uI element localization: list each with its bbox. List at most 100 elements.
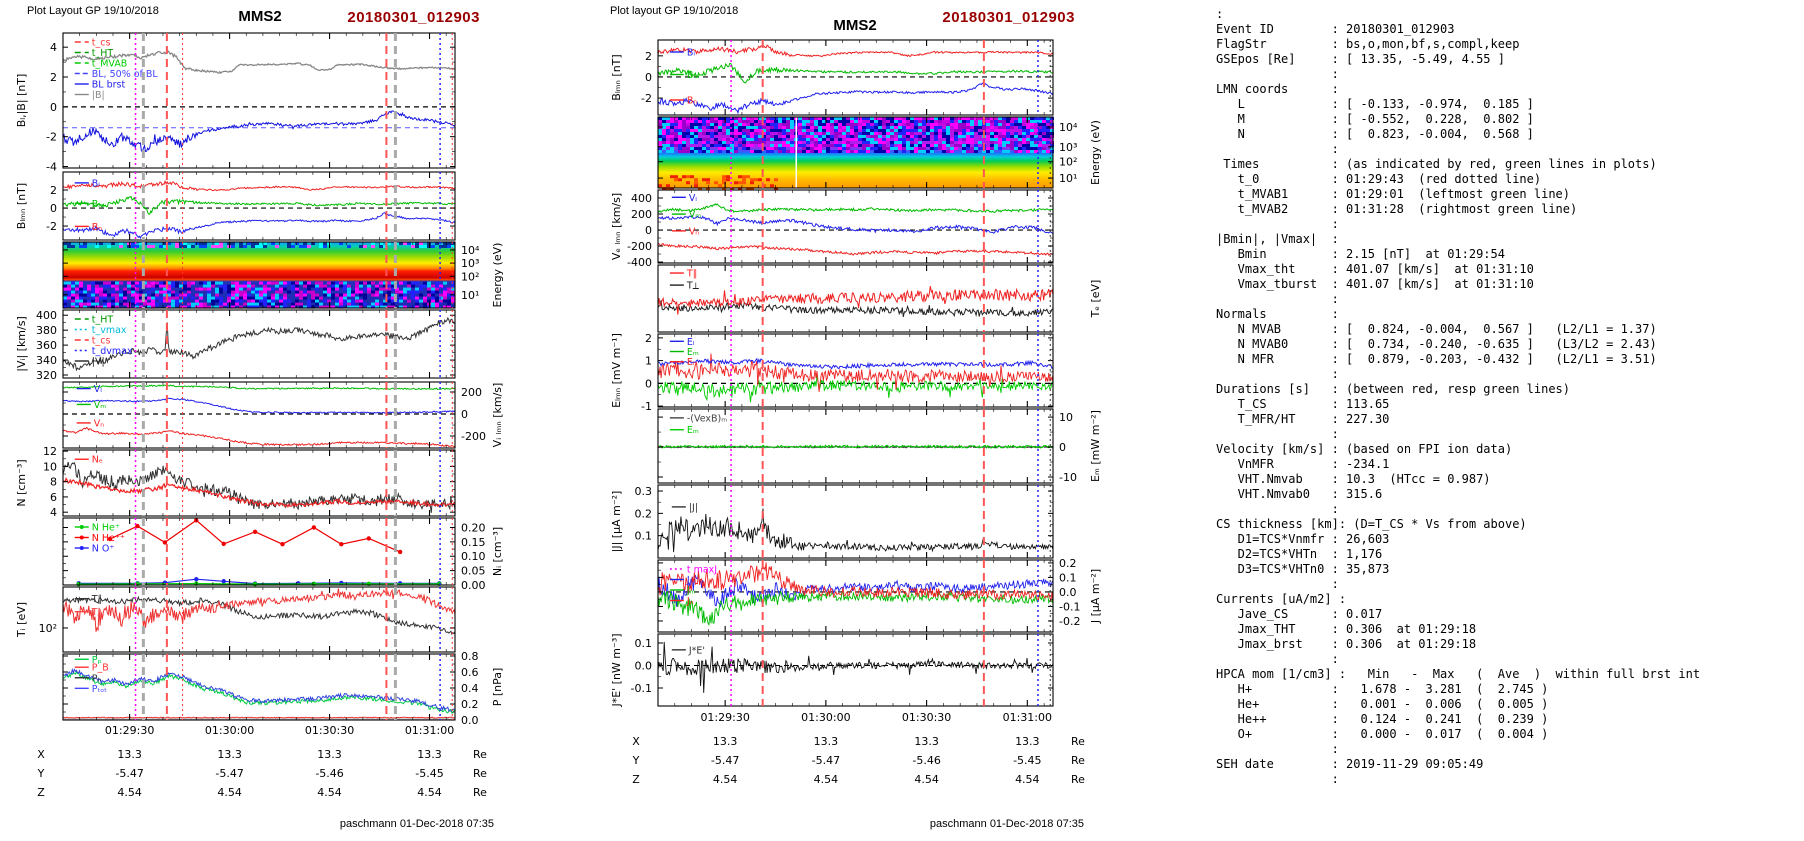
svg-text:Vₙ: Vₙ <box>94 418 104 429</box>
svg-text:0.8: 0.8 <box>461 650 479 663</box>
left-panel-vi-lmn: 200 0 -200 Vᵢ ₗₘₙ [km/s] Vₗ Vₘ Vₙ <box>62 381 504 449</box>
svg-text:0.0: 0.0 <box>461 714 479 727</box>
svg-text:Bₙ: Bₙ <box>92 222 103 233</box>
svg-text:-0.1: -0.1 <box>631 682 652 695</box>
middle-axis-annotations: 01:29:30 01:30:00 01:30:30 01:31:00 X 13.3 13.… <box>632 711 1086 786</box>
svg-text:t_HT: t_HT <box>92 48 114 59</box>
svg-text:Jₗ: Jₗ <box>686 575 692 586</box>
svg-text:|Vᵢ| [km/s]: |Vᵢ| [km/s] <box>15 316 28 372</box>
svg-text:-0.1: -0.1 <box>1059 600 1080 613</box>
svg-text:340: 340 <box>36 354 57 367</box>
svg-text:Bₘ: Bₘ <box>687 70 700 81</box>
svg-text:-10: -10 <box>1059 471 1077 484</box>
svg-text:Bₗₘₙ [nT]: Bₗₘₙ [nT] <box>15 183 28 229</box>
left-panel-n: 12 10 8 6 4 N [cm⁻³] Nₑ <box>15 445 456 519</box>
svg-text:0.05: 0.05 <box>461 565 486 578</box>
svg-text:-5.46: -5.46 <box>912 754 940 767</box>
svg-text:J*E': J*E' <box>688 645 705 656</box>
middle-layout-label: Plot layout GP 19/10/2018 <box>610 5 739 17</box>
svg-text:Z: Z <box>37 786 45 799</box>
svg-text:-2: -2 <box>46 220 57 233</box>
svg-text:4.54: 4.54 <box>713 773 738 786</box>
svg-text:-(VexB)ₘ: -(VexB)ₘ <box>687 413 727 424</box>
svg-text:10¹: 10¹ <box>1059 172 1077 185</box>
middle-panel-jmag: 0.3 0.2 0.1 |J| [µA m⁻²] |J| <box>610 484 1054 559</box>
svg-text:Vₘ: Vₘ <box>689 210 701 221</box>
svg-text:01:29:30: 01:29:30 <box>700 711 749 724</box>
svg-text:10²: 10² <box>461 270 479 283</box>
svg-text:Y: Y <box>37 767 45 780</box>
svg-text:Y: Y <box>632 754 640 767</box>
svg-text:-400: -400 <box>627 256 652 269</box>
svg-text:01:31:00: 01:31:00 <box>405 724 454 737</box>
svg-text:Vᵢ ₗₘₙ [km/s]: Vᵢ ₗₘₙ [km/s] <box>491 383 504 448</box>
svg-text:8: 8 <box>50 476 57 489</box>
middle-panel-blmn: 2 0 -2 Bₗₘₙ [nT] Bₗ Bₘ Bₙ <box>610 39 1054 116</box>
svg-text:Tᵢ [eV]: Tᵢ [eV] <box>15 602 28 638</box>
svg-text:Bₗ: Bₗ <box>687 48 696 59</box>
svg-text:0.6: 0.6 <box>461 666 479 679</box>
svg-text:0.4: 0.4 <box>461 682 479 695</box>
middle-panel-ve-lmn: 400 200 0 -200 -400 Vₑ ₗₘₙ [km/s] Vₗ Vₘ Vₙ <box>610 189 1054 269</box>
left-footer-credit: paschmann 01-Dec-2018 07:35 <box>339 818 494 830</box>
svg-text:Bₗ: Bₗ <box>92 178 101 189</box>
svg-text:Vₗ: Vₗ <box>689 193 697 204</box>
svg-text:2: 2 <box>50 184 57 197</box>
svg-text:Eₘ: Eₘ <box>687 347 699 358</box>
svg-text:10³: 10³ <box>461 257 479 270</box>
svg-text:N [cm⁻³]: N [cm⁻³] <box>15 459 28 506</box>
svg-text:0.2: 0.2 <box>1059 557 1077 570</box>
svg-text:t maxJ: t maxJ <box>687 565 717 576</box>
svg-text:380: 380 <box>36 324 57 337</box>
svg-text:Bₙ: Bₙ <box>687 96 698 107</box>
svg-text:0: 0 <box>645 377 652 390</box>
svg-text:-2: -2 <box>641 92 652 105</box>
svg-text:4.54: 4.54 <box>117 786 142 799</box>
svg-text:01:30:00: 01:30:00 <box>801 711 850 724</box>
svg-text:-0.2: -0.2 <box>1059 615 1080 628</box>
svg-text:13.3: 13.3 <box>417 748 442 761</box>
svg-text:10¹: 10¹ <box>461 289 479 302</box>
svg-text:01:29:30: 01:29:30 <box>105 724 154 737</box>
svg-text:0.1: 0.1 <box>1059 571 1077 584</box>
svg-text:N O⁺: N O⁺ <box>92 544 115 555</box>
svg-text:6: 6 <box>50 491 57 504</box>
svg-text:Vₙ: Vₙ <box>689 226 699 237</box>
svg-text:-5.47: -5.47 <box>711 754 739 767</box>
svg-text:0.2: 0.2 <box>635 507 653 520</box>
svg-text:T∥: T∥ <box>686 269 698 280</box>
svg-text:0.20: 0.20 <box>461 521 486 534</box>
svg-text:Bₗₘₙ [nT]: Bₗₘₙ [nT] <box>610 54 623 100</box>
svg-text:360: 360 <box>36 339 57 352</box>
svg-text:t_cs: t_cs <box>92 336 111 347</box>
svg-text:Jₘ: Jₘ <box>686 586 696 597</box>
svg-text:Re: Re <box>1071 735 1085 748</box>
svg-text:0.3: 0.3 <box>635 485 653 498</box>
svg-text:12: 12 <box>43 445 57 458</box>
svg-text:0: 0 <box>50 202 57 215</box>
svg-text:T⟂: T⟂ <box>686 281 700 292</box>
svg-text:Pₕ: Pₕ <box>92 673 102 684</box>
middle-event-id: 20180301_012903 <box>942 9 1075 26</box>
svg-text:BL, 50% of BL: BL, 50% of BL <box>92 69 159 80</box>
svg-text:Eₗ: Eₗ <box>687 337 695 348</box>
left-panel-vi-mag: 400 380 360 340 320 |Vᵢ| [km/s] t_HTt_vmaxt_cs… <box>15 309 456 382</box>
svg-text:0.1: 0.1 <box>635 530 653 543</box>
svg-text:Re: Re <box>1071 754 1085 767</box>
svg-text:10: 10 <box>43 460 57 473</box>
svg-text:P [nPa]: P [nPa] <box>491 668 504 707</box>
svg-text:0.2: 0.2 <box>461 698 479 711</box>
left-layout-label: Plot Layout GP 19/10/2018 <box>27 5 159 17</box>
svg-text:Bₘ: Bₘ <box>92 199 105 210</box>
svg-text:T⟂: T⟂ <box>91 607 105 618</box>
svg-text:10: 10 <box>1059 411 1073 424</box>
svg-text:-5.46: -5.46 <box>315 767 343 780</box>
svg-text:10²: 10² <box>1059 156 1077 169</box>
svg-text:01:30:30: 01:30:30 <box>305 724 354 737</box>
svg-text:-5.47: -5.47 <box>215 767 243 780</box>
svg-text:t_MVAB: t_MVAB <box>92 59 128 70</box>
